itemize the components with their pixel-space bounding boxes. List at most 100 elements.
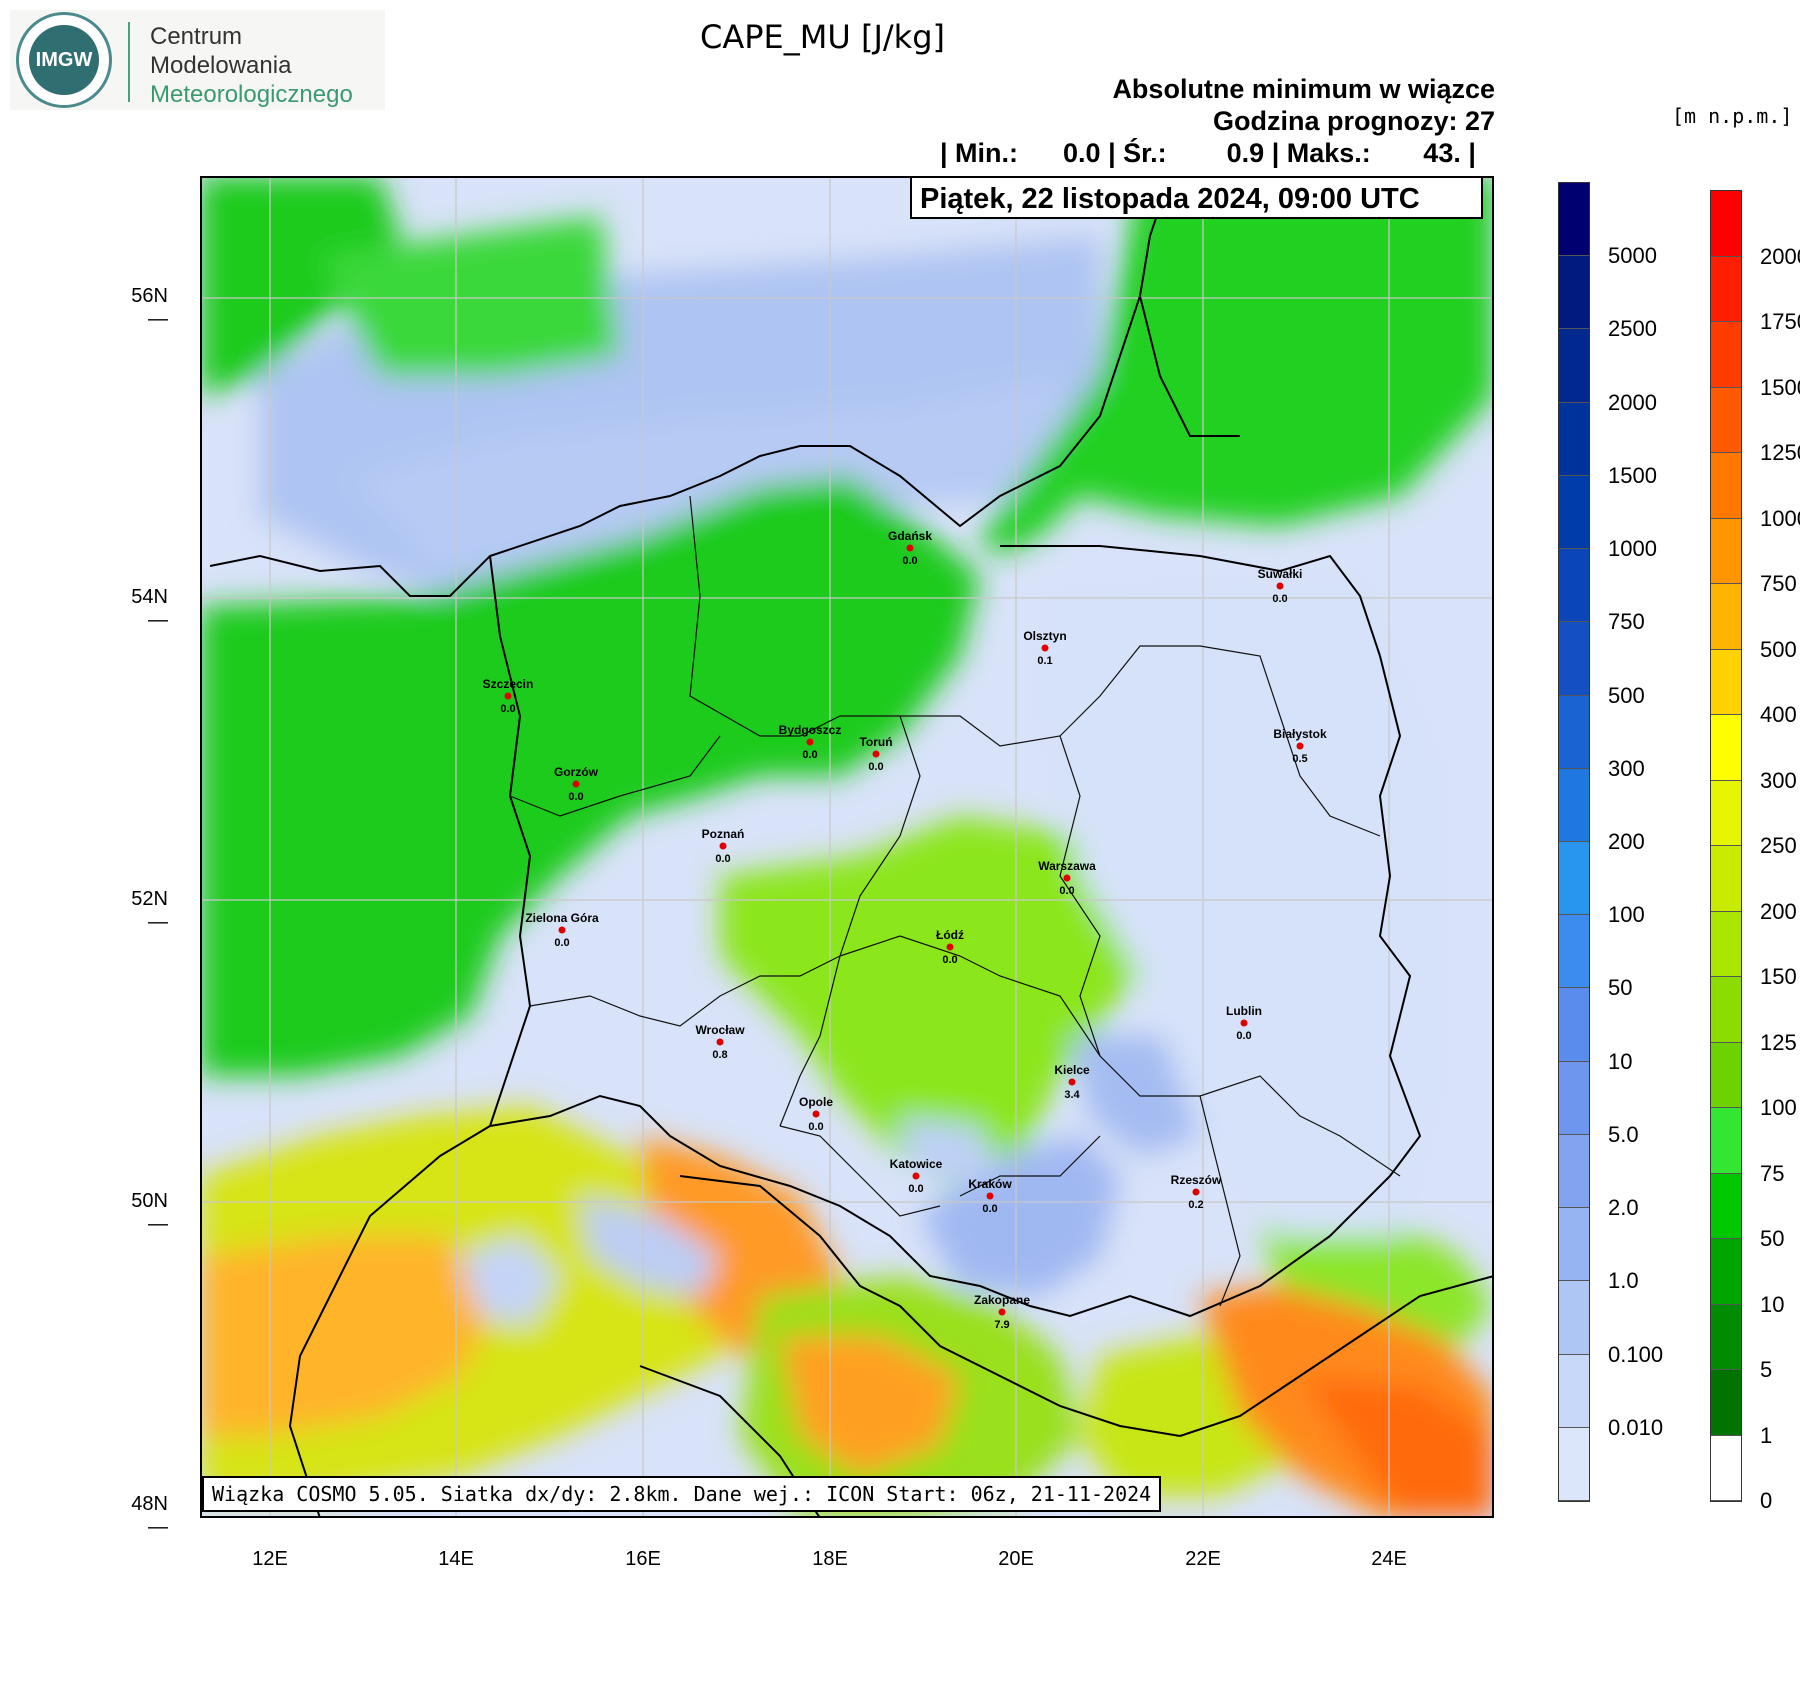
city-dot <box>912 1172 920 1180</box>
longitude-label: 18E <box>812 1548 848 1570</box>
colorbar-swatch <box>1711 191 1741 257</box>
city-value: 0.1 <box>1037 655 1052 667</box>
forecast-date: Piątek, 22 listopada 2024, 09:00 UTC <box>910 176 1483 219</box>
city-dot <box>1068 1078 1076 1086</box>
city-marker: Kraków 0.0 <box>968 1177 1012 1215</box>
city-value: 0.0 <box>568 791 583 803</box>
city-marker: Toruń 0.0 <box>859 735 892 773</box>
logo-divider <box>128 22 130 102</box>
model-footer: Wiązka COSMO 5.05. Siatka dx/dy: 2.8km. … <box>202 1476 1162 1512</box>
colorbar-swatch <box>1559 1208 1589 1282</box>
logo-line-3: Meteorologicznego <box>150 81 353 108</box>
city-marker: Kielce 3.4 <box>1054 1063 1090 1101</box>
subtitle-mode: Absolutne minimum w wiązce <box>1112 74 1495 104</box>
colorbar-label: 5000 <box>1608 243 1657 269</box>
colorbar-label: 250 <box>1760 833 1797 858</box>
colorbar-label: 750 <box>1608 609 1645 635</box>
colorbar-label: 10 <box>1608 1048 1633 1074</box>
city-dot <box>906 544 914 552</box>
map-title: CAPE_MU [J/kg] <box>700 18 945 56</box>
city-name: Łódź <box>936 928 964 942</box>
city-marker: Gdańsk 0.0 <box>888 529 932 567</box>
city-name: Kraków <box>968 1177 1012 1191</box>
city-name: Suwałki <box>1258 567 1303 581</box>
city-name: Poznań <box>702 827 745 841</box>
colorbar-label: 1 <box>1760 1422 1773 1448</box>
city-dot <box>719 842 727 850</box>
cape-field <box>200 176 1494 1518</box>
colorbar-label: 0.100 <box>1608 1341 1664 1367</box>
colorbar-label: 50 <box>1608 975 1633 1001</box>
forecast-map: Gdańsk 0.0 Suwałki 0.0 Olsztyn 0.1 Szczecin 0.0… <box>200 176 1494 1518</box>
borders <box>209 205 1494 1518</box>
logo-line-1: Centrum <box>150 23 243 50</box>
city-value: 0.0 <box>1236 1030 1251 1042</box>
city-name: Gorzów <box>554 765 599 779</box>
colorbar-label: 400 <box>1760 702 1797 727</box>
colorbar-label: 1000 <box>1760 505 1800 531</box>
colorbar-swatch <box>1711 649 1741 715</box>
city-dot <box>946 943 954 951</box>
colorbar-swatch <box>1559 1427 1589 1501</box>
colorbar-label: 100 <box>1608 902 1645 928</box>
colorbar-label: 1500 <box>1608 462 1657 488</box>
latitude-label: 52N — <box>131 888 168 933</box>
colorbar-swatch <box>1559 1061 1589 1135</box>
logo-emblem: IMGW <box>16 12 112 108</box>
city-dot <box>998 1308 1006 1316</box>
longitude-label: 20E <box>998 1548 1034 1570</box>
city-value: 0.5 <box>1292 753 1307 765</box>
longitude-label: 24E <box>1371 1548 1407 1570</box>
colorbar-swatch <box>1559 768 1589 842</box>
colorbar-swatch <box>1559 1134 1589 1209</box>
stats-line: | Min.: 0.0 | Śr.: 0.9 | Maks.: 43. | <box>940 138 1476 168</box>
longitude-label: 16E <box>625 1548 661 1570</box>
colorbar-swatch <box>1711 387 1741 453</box>
colorbar-label: 1250 <box>1760 440 1800 465</box>
subtitle-forecast-hour: Godzina prognozy: 27 <box>1212 106 1495 136</box>
city-value: 0.0 <box>802 749 817 761</box>
colorbar-label: 2000 <box>1760 243 1800 269</box>
colorbar-swatch <box>1711 846 1741 912</box>
latitude-label: 48N — <box>131 1493 168 1538</box>
colorbar-swatch <box>1559 841 1589 916</box>
colorbar-swatch <box>1559 988 1589 1062</box>
colorbar-swatch <box>1711 518 1741 584</box>
colorbar-swatch <box>1711 584 1741 650</box>
logo-line-2: Modelowania <box>150 52 292 79</box>
imgw-logo: IMGW Centrum Modelowania Meteorologiczne… <box>10 10 385 110</box>
city-value: 7.9 <box>994 1319 1009 1331</box>
colorbar-label: 200 <box>1608 829 1645 854</box>
units-label: [m n.p.m.] <box>1672 104 1793 128</box>
colorbar-label: 750 <box>1760 571 1797 596</box>
city-marker: Gorzów 0.0 <box>554 765 599 803</box>
colorbar-label: 1750 <box>1760 309 1800 334</box>
city-marker: Zielona Góra 0.0 <box>525 911 599 949</box>
colorbar-label: 0.010 <box>1608 1414 1664 1440</box>
city-dot <box>806 738 814 746</box>
colorbar-swatch <box>1559 256 1589 330</box>
colorbar-cape <box>1558 182 1590 1502</box>
city-name: Warszawa <box>1038 859 1096 873</box>
city-marker: Suwałki 0.0 <box>1258 567 1303 605</box>
colorbar-label: 2.0 <box>1608 1195 1639 1221</box>
colorbar-swatch <box>1711 1042 1741 1108</box>
city-marker: Wrocław 0.8 <box>695 1023 745 1061</box>
longitude-label: 14E <box>438 1548 474 1570</box>
city-name: Bydgoszcz <box>779 723 842 737</box>
colorbar-swatch <box>1559 622 1589 696</box>
city-value: 0.0 <box>715 853 730 865</box>
city-dot <box>716 1038 724 1046</box>
colorbar-label: 150 <box>1760 964 1797 989</box>
city-dot <box>1296 742 1304 750</box>
city-value: 0.0 <box>902 555 917 567</box>
city-value: 0.0 <box>908 1183 923 1195</box>
colorbar-swatch <box>1711 1370 1741 1436</box>
city-dot <box>1192 1188 1200 1196</box>
colorbar-swatch <box>1559 183 1589 257</box>
logo-badge: IMGW <box>29 25 99 95</box>
city-name: Białystok <box>1273 727 1327 741</box>
colorbar-label: 2000 <box>1608 389 1657 415</box>
colorbar-swatch <box>1559 475 1589 550</box>
city-dot <box>572 780 580 788</box>
